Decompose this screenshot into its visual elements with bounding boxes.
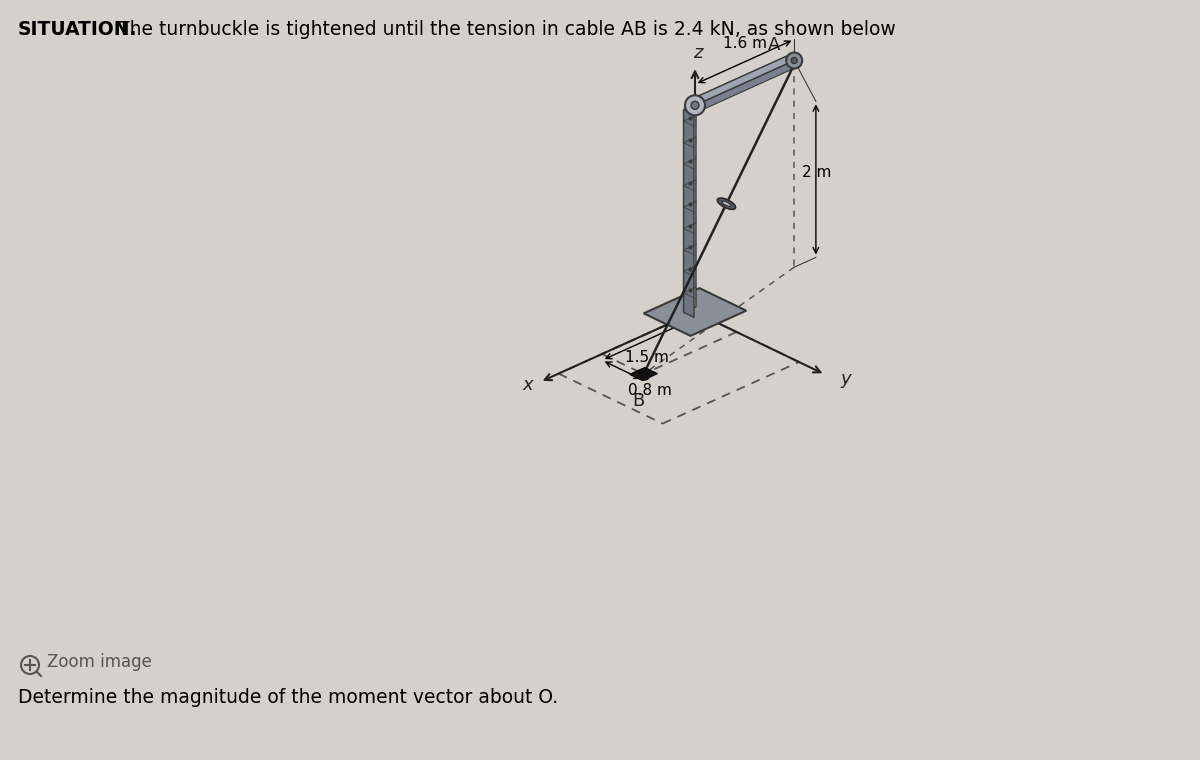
Text: y: y	[840, 371, 851, 388]
Circle shape	[786, 52, 803, 68]
Text: 1.5 m: 1.5 m	[624, 350, 668, 365]
Text: 1.6 m: 1.6 m	[722, 36, 767, 51]
Text: Determine the magnitude of the moment vector about O.: Determine the magnitude of the moment ve…	[18, 688, 558, 707]
Ellipse shape	[722, 201, 731, 206]
Ellipse shape	[718, 198, 736, 210]
Text: SITUATION.: SITUATION.	[18, 20, 138, 39]
Circle shape	[691, 101, 698, 109]
Text: z: z	[694, 44, 703, 62]
Text: x: x	[522, 375, 533, 394]
Polygon shape	[684, 104, 696, 312]
Circle shape	[791, 58, 797, 64]
Text: Zoom image: Zoom image	[47, 653, 152, 671]
Polygon shape	[691, 55, 790, 107]
Polygon shape	[684, 109, 694, 318]
Polygon shape	[630, 368, 658, 380]
Circle shape	[685, 95, 706, 116]
Polygon shape	[691, 62, 798, 111]
Text: O: O	[707, 298, 720, 316]
Polygon shape	[643, 288, 746, 336]
Polygon shape	[691, 55, 798, 103]
Text: The turnbuckle is tightened until the tension in cable AB is 2.4 kN, as shown be: The turnbuckle is tightened until the te…	[112, 20, 895, 39]
Text: 0.8 m: 0.8 m	[628, 382, 672, 397]
Text: B: B	[632, 392, 644, 410]
Text: A: A	[768, 36, 780, 55]
Text: 2 m: 2 m	[802, 165, 832, 180]
